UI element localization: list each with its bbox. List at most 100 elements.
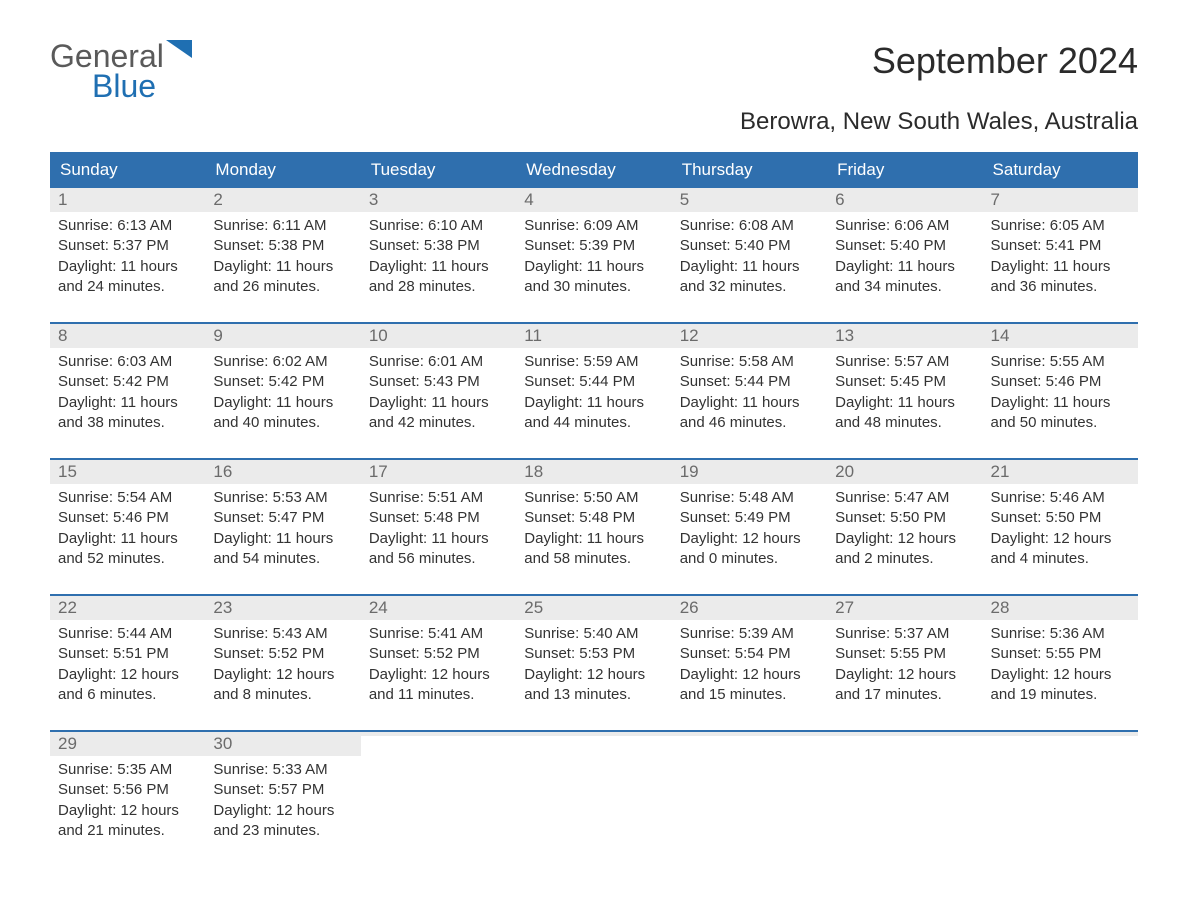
day-sunset: Sunset: 5:56 PM: [58, 780, 197, 800]
day-body: Sunrise: 5:44 AMSunset: 5:51 PMDaylight:…: [50, 620, 205, 711]
logo-word2: Blue: [92, 70, 164, 102]
day-day1: Daylight: 12 hours: [369, 665, 508, 685]
day-day2: and 24 minutes.: [58, 277, 197, 297]
day-day1: Daylight: 11 hours: [524, 393, 663, 413]
day-body: Sunrise: 5:57 AMSunset: 5:45 PMDaylight:…: [827, 348, 982, 439]
day-body: Sunrise: 5:40 AMSunset: 5:53 PMDaylight:…: [516, 620, 671, 711]
day-number: 21: [991, 462, 1010, 481]
day-number-row: 14: [983, 324, 1138, 348]
day-number-row: 27: [827, 596, 982, 620]
week-row: 15Sunrise: 5:54 AMSunset: 5:46 PMDayligh…: [50, 458, 1138, 580]
day-cell: 23 Sunrise: 5:43 AMSunset: 5:52 PMDayligh…: [205, 596, 360, 716]
day-cell: 30Sunrise: 5:33 AMSunset: 5:57 PMDayligh…: [205, 732, 360, 852]
day-day2: and 19 minutes.: [991, 685, 1130, 705]
day-sunrise: Sunrise: 5:58 AM: [680, 352, 819, 372]
day-sunset: Sunset: 5:39 PM: [524, 236, 663, 256]
day-sunrise: Sunrise: 5:48 AM: [680, 488, 819, 508]
day-sunrise: Sunrise: 6:01 AM: [369, 352, 508, 372]
day-sunrise: Sunrise: 5:53 AM: [213, 488, 352, 508]
day-number: 26: [680, 598, 699, 617]
day-day2: and 38 minutes.: [58, 413, 197, 433]
day-number: 6: [835, 190, 844, 209]
day-day2: and 4 minutes.: [991, 549, 1130, 569]
day-header: Tuesday: [361, 152, 516, 188]
day-sunset: Sunset: 5:46 PM: [991, 372, 1130, 392]
day-sunset: Sunset: 5:54 PM: [680, 644, 819, 664]
day-number: 13: [835, 326, 854, 345]
day-sunrise: Sunrise: 5:39 AM: [680, 624, 819, 644]
day-day1: Daylight: 12 hours: [991, 529, 1130, 549]
day-number-row: 7: [983, 188, 1138, 212]
day-day2: and 11 minutes.: [369, 685, 508, 705]
day-number-row: 4: [516, 188, 671, 212]
day-number-row: 2: [205, 188, 360, 212]
day-number: 11: [524, 326, 542, 345]
day-sunset: Sunset: 5:37 PM: [58, 236, 197, 256]
calendar-table: Sunday Monday Tuesday Wednesday Thursday…: [50, 152, 1138, 852]
day-day1: Daylight: 12 hours: [680, 529, 819, 549]
day-day2: and 36 minutes.: [991, 277, 1130, 297]
day-body: Sunrise: 6:11 AMSunset: 5:38 PMDaylight:…: [205, 212, 360, 303]
day-sunrise: Sunrise: 6:05 AM: [991, 216, 1130, 236]
day-number-row: 24: [361, 596, 516, 620]
day-cell: 9Sunrise: 6:02 AMSunset: 5:42 PMDaylight…: [205, 324, 360, 444]
day-number-row: 10: [361, 324, 516, 348]
day-day2: and 44 minutes.: [524, 413, 663, 433]
day-cell: 1Sunrise: 6:13 AMSunset: 5:37 PMDaylight…: [50, 188, 205, 308]
day-sunrise: Sunrise: 5:46 AM: [991, 488, 1130, 508]
day-cell: 21Sunrise: 5:46 AMSunset: 5:50 PMDayligh…: [983, 460, 1138, 580]
day-cell: 7Sunrise: 6:05 AMSunset: 5:41 PMDaylight…: [983, 188, 1138, 308]
day-body: Sunrise: 5:35 AMSunset: 5:56 PMDaylight:…: [50, 756, 205, 847]
day-day2: and 15 minutes.: [680, 685, 819, 705]
day-day1: Daylight: 11 hours: [58, 257, 197, 277]
logo: General Blue: [50, 40, 192, 102]
day-day1: Daylight: 11 hours: [680, 257, 819, 277]
day-sunset: Sunset: 5:48 PM: [524, 508, 663, 528]
day-sunset: Sunset: 5:43 PM: [369, 372, 508, 392]
day-day2: and 6 minutes.: [58, 685, 197, 705]
day-day1: Daylight: 11 hours: [991, 393, 1130, 413]
day-sunrise: Sunrise: 5:50 AM: [524, 488, 663, 508]
day-day2: and 2 minutes.: [835, 549, 974, 569]
day-number: 17: [369, 462, 388, 481]
day-sunrise: Sunrise: 5:37 AM: [835, 624, 974, 644]
day-day1: Daylight: 11 hours: [213, 393, 352, 413]
day-number: 9: [213, 326, 222, 345]
day-body: Sunrise: 5:37 AMSunset: 5:55 PMDaylight:…: [827, 620, 982, 711]
day-day1: Daylight: 12 hours: [835, 529, 974, 549]
day-number-row: 6: [827, 188, 982, 212]
day-cell: 17Sunrise: 5:51 AMSunset: 5:48 PMDayligh…: [361, 460, 516, 580]
day-day2: and 32 minutes.: [680, 277, 819, 297]
day-number: 27: [835, 598, 854, 617]
day-body: Sunrise: 5:43 AMSunset: 5:52 PMDaylight:…: [205, 620, 360, 711]
day-day2: and 56 minutes.: [369, 549, 508, 569]
day-sunrise: Sunrise: 5:33 AM: [213, 760, 352, 780]
week-row: 8 Sunrise: 6:03 AMSunset: 5:42 PM Daylight…: [50, 322, 1138, 444]
day-number: 5: [680, 190, 689, 209]
day-body: Sunrise: 5:54 AMSunset: 5:46 PMDaylight:…: [50, 484, 205, 575]
day-cell: 25Sunrise: 5:40 AMSunset: 5:53 PMDayligh…: [516, 596, 671, 716]
day-number: 8: [58, 326, 67, 345]
day-number: 12: [680, 326, 699, 345]
day-number: 24: [369, 598, 388, 617]
day-day1: Daylight: 11 hours: [213, 529, 352, 549]
day-body: Sunrise: 5:50 AMSunset: 5:48 PMDaylight:…: [516, 484, 671, 575]
day-day1: Daylight: 12 hours: [213, 665, 352, 685]
day-day1: Daylight: 11 hours: [835, 393, 974, 413]
location-subtitle: Berowra, New South Wales, Australia: [50, 108, 1138, 136]
day-number-row: 1: [50, 188, 205, 212]
day-number: 23: [213, 598, 232, 617]
day-sunset: Sunset: 5:42 PM: [58, 372, 197, 392]
day-body: Sunrise: 5:58 AMSunset: 5:44 PMDaylight:…: [672, 348, 827, 439]
day-sunrise: Sunrise: 5:43 AM: [213, 624, 352, 644]
day-body: Sunrise: 5:41 AMSunset: 5:52 PMDaylight:…: [361, 620, 516, 711]
week-row: 1Sunrise: 6:13 AMSunset: 5:37 PMDaylight…: [50, 188, 1138, 308]
day-sunrise: Sunrise: 6:03 AM: [58, 352, 197, 372]
day-number-row: 22: [50, 596, 205, 620]
day-body: Sunrise: 6:10 AMSunset: 5:38 PMDaylight:…: [361, 212, 516, 303]
day-day1: Daylight: 12 hours: [58, 801, 197, 821]
day-sunrise: Sunrise: 6:08 AM: [680, 216, 819, 236]
day-number-row: 29: [50, 732, 205, 756]
day-number: 3: [369, 190, 378, 209]
day-sunset: Sunset: 5:40 PM: [835, 236, 974, 256]
